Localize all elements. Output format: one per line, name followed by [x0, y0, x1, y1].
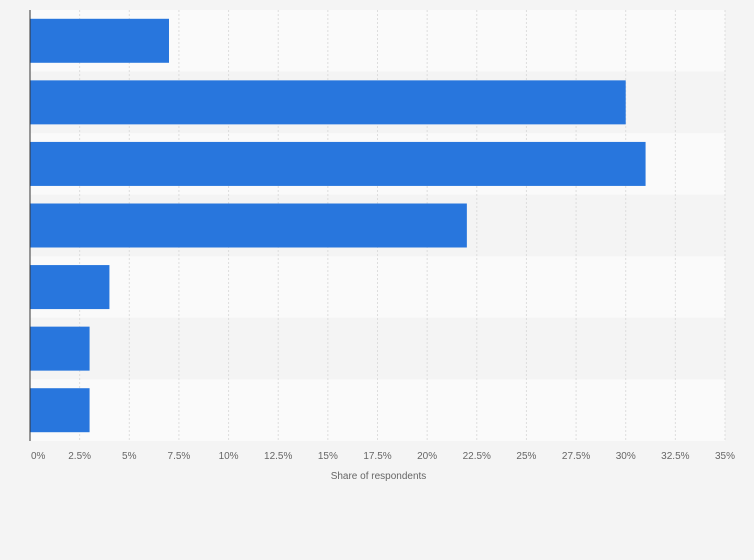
- x-tick-label: 22.5%: [463, 451, 491, 462]
- bars: [30, 18, 646, 433]
- x-tick-label: 7.5%: [168, 451, 191, 462]
- bar: [30, 80, 626, 125]
- bar: [30, 18, 169, 63]
- x-tick-labels: 0% 2.5% 5% 7.5% 10% 12.5% 15% 17.5% 20% 22.5% 25% 2…: [31, 451, 735, 462]
- x-tick-label: 10%: [219, 451, 239, 462]
- x-tick-label: 0%: [31, 451, 46, 462]
- x-tick-label: 30%: [616, 451, 636, 462]
- x-tick-label: 17.5%: [363, 451, 391, 462]
- bar: [30, 203, 467, 248]
- x-tick-label: 35%: [715, 451, 735, 462]
- x-tick-label: 25%: [516, 451, 536, 462]
- x-tick-label: 15%: [318, 451, 338, 462]
- x-tick-label: 20%: [417, 451, 437, 462]
- x-tick-label: 2.5%: [68, 451, 91, 462]
- x-tick-label: 32.5%: [661, 451, 689, 462]
- bar: [30, 388, 90, 433]
- bar: [30, 326, 90, 371]
- bar: [30, 265, 110, 310]
- x-axis-title: Share of respondents: [331, 471, 427, 482]
- row-band: [30, 317, 725, 380]
- x-tick-label: 12.5%: [264, 451, 292, 462]
- x-tick-label: 27.5%: [562, 451, 590, 462]
- x-tick-label: 5%: [122, 451, 137, 462]
- bar: [30, 141, 646, 186]
